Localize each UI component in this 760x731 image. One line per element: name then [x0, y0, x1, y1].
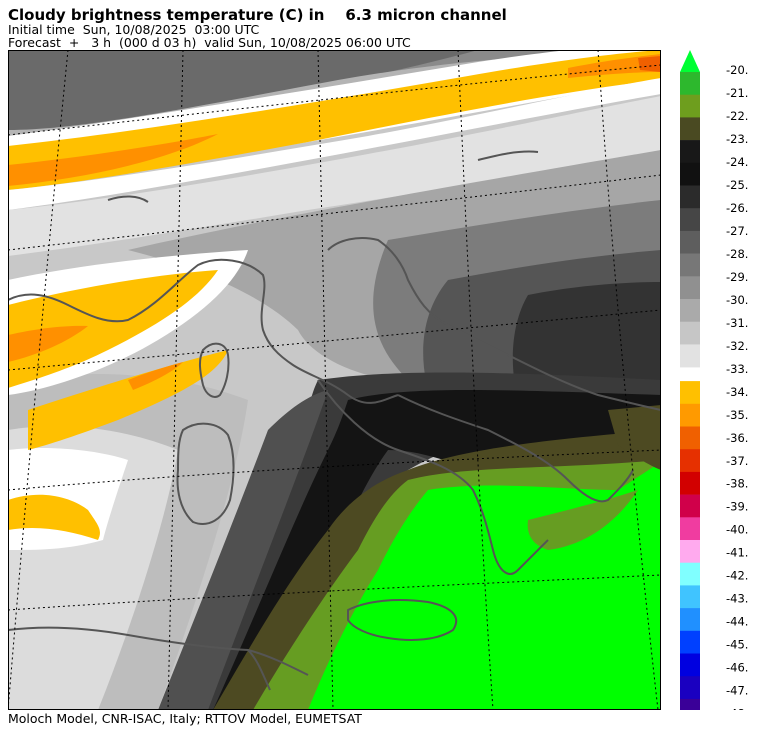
- legend-label: -36.: [726, 431, 748, 445]
- legend-label: -26.: [726, 201, 748, 215]
- cloud-band-north-dark: [8, 50, 478, 130]
- legend-label: -48.: [726, 707, 748, 710]
- legend-label: -38.: [726, 477, 748, 491]
- legend-label: -33.: [726, 362, 748, 376]
- legend-swatch: [680, 140, 700, 164]
- legend-swatch: [680, 344, 700, 368]
- legend-swatch: [680, 653, 700, 677]
- legend-swatch: [680, 698, 700, 710]
- legend-label: -21.: [726, 86, 748, 100]
- legend-swatch: [680, 94, 700, 118]
- legend-swatch: [680, 426, 700, 450]
- legend-swatch: [680, 321, 700, 345]
- legend-swatch: [680, 230, 700, 254]
- warm-band-north-red: [638, 56, 661, 72]
- legend-swatch: [680, 276, 700, 300]
- legend-swatch: [680, 253, 700, 277]
- white-band-middle: [8, 78, 661, 210]
- legend-label: -45.: [726, 638, 748, 652]
- legend-label: -43.: [726, 592, 748, 606]
- legend-swatch: [680, 562, 700, 586]
- legend-swatch: [680, 208, 700, 232]
- warm-band-north-orange: [8, 134, 218, 186]
- initial-time-label: Initial time Sun, 10/08/2025 03:00 UTC: [8, 22, 260, 37]
- legend-swatch: [680, 72, 700, 95]
- legend-swatch: [680, 630, 700, 654]
- cloud-darkolive-patch-east: [608, 405, 661, 470]
- legend-swatch: [680, 403, 700, 427]
- chart-title: Cloudy brightness temperature (C) in 6.3…: [8, 6, 507, 24]
- legend-label: -25.: [726, 178, 748, 192]
- color-legend: -20. -21. -22. -23. -24. -25. -26. -27. -28. -29.…: [680, 50, 748, 710]
- legend-label: -31.: [726, 316, 748, 330]
- legend-swatch: [680, 299, 700, 322]
- legend-swatch: [680, 494, 700, 518]
- legend-swatch: [680, 608, 700, 632]
- cloud-dark-diagonal: [188, 372, 661, 710]
- legend-swatch: [680, 381, 700, 405]
- satellite-map: [8, 50, 661, 710]
- legend-label: -27.: [726, 224, 748, 238]
- cloud-olive-patch-east: [527, 490, 638, 550]
- legend-swatch: [680, 471, 700, 495]
- legend-label: -40.: [726, 523, 748, 537]
- warm-band-central-yellow: [28, 350, 228, 450]
- legend-label: -28.: [726, 247, 748, 261]
- legend-swatch: [680, 540, 700, 563]
- legend-label: -23.: [726, 132, 748, 146]
- warm-band-west-orange: [8, 325, 88, 362]
- legend-label: -30.: [726, 293, 748, 307]
- warm-band-north-yellow: [8, 50, 661, 190]
- model-credits: Moloch Model, CNR-ISAC, Italy; RTTOV Mod…: [8, 711, 362, 726]
- legend-swatch: [680, 676, 700, 700]
- legend-top-arrow: [680, 50, 700, 72]
- cloud-black-core: [213, 390, 661, 710]
- legend-label: -47.: [726, 684, 748, 698]
- legend-swatch: [680, 185, 700, 209]
- legend-label: -46.: [726, 661, 748, 675]
- cloud-darkgray-wedge: [158, 390, 328, 710]
- coastlines: [8, 150, 661, 691]
- legend-label: -22.: [726, 109, 748, 123]
- legend-label: -37.: [726, 454, 748, 468]
- legend-swatch: [680, 585, 700, 609]
- legend-label: -41.: [726, 546, 748, 560]
- legend-label: -20.: [726, 63, 748, 77]
- legend-label: -44.: [726, 615, 748, 629]
- cloud-darker-east: [512, 282, 661, 400]
- legend-label: -32.: [726, 339, 748, 353]
- warm-band-west-yellow: [8, 270, 218, 388]
- forecast-valid-label: Forecast + 3 h (000 d 03 h) valid Sun, 1…: [8, 35, 411, 50]
- graticule: [8, 50, 661, 710]
- legend-swatch: [680, 117, 700, 141]
- warm-band-central-orange: [128, 362, 183, 390]
- warm-band-southwest-yellow: [8, 494, 100, 540]
- legend-swatch: [680, 449, 700, 473]
- legend-label: -24.: [726, 155, 748, 169]
- pale-band-middle: [8, 96, 661, 256]
- legend-swatch: [680, 162, 700, 186]
- legend-label: -34.: [726, 385, 748, 399]
- legend-label: -29.: [726, 270, 748, 284]
- legend-label: -42.: [726, 569, 748, 583]
- legend-label: -35.: [726, 408, 748, 422]
- legend-swatch: [680, 517, 700, 541]
- legend-label: -39.: [726, 500, 748, 514]
